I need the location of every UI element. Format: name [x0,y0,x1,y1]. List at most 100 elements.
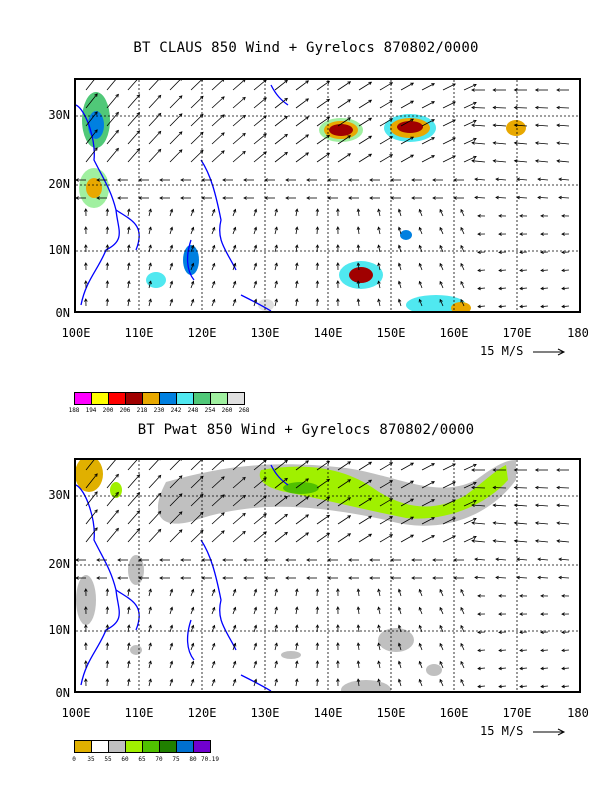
wind-vector-head [519,612,523,616]
wind-vector [169,589,173,597]
wind-vector [419,245,423,253]
panel2-coastlines [76,464,289,691]
wind-vector-head [410,498,415,502]
wind-vector [295,478,309,489]
wind-vector [274,661,278,669]
wind-vector-head [201,196,205,200]
wind-vector [358,117,372,127]
wind-vector [274,625,278,633]
wind-vector [148,149,162,163]
wind-vector-head [84,226,88,230]
wind-vector [358,515,372,525]
wind-vector-head [389,136,394,140]
wind-vector [85,129,98,145]
wind-vector [211,589,215,597]
wind-vector [439,281,444,289]
wind-vector-head [221,530,225,534]
wind-vector-head [336,280,340,284]
wind-vector [316,208,318,217]
wind-vector-head [243,178,247,182]
wind-vector-head [418,588,423,593]
wind-vector-head [540,286,544,291]
wind-vector [358,153,372,163]
wind-vector [274,607,278,615]
wind-vector [190,227,194,235]
wind-vector-head [556,105,560,110]
wind-vector-head [347,461,352,465]
wind-vector [460,661,465,669]
wind-vector-head [253,244,258,249]
panel2-vector-scale-label: 15 M/S [480,724,524,738]
wind-vector-head [460,588,464,593]
wind-vector-head [199,131,204,136]
wind-vector-head [190,226,195,231]
colorbar-swatch [74,392,92,405]
colorbar-swatch [159,392,177,405]
wind-vector-head [460,642,464,647]
wind-vector-head [232,262,237,267]
wind-vector-head [84,298,88,302]
colorbar-swatch [125,740,143,753]
wind-vector [357,281,360,289]
wind-vector [169,95,183,109]
wind-vector-head [390,558,394,562]
wind-vector-head [418,244,423,249]
wind-vector [295,514,309,525]
wind-vector-head [477,612,481,616]
wind-vector [460,607,465,615]
wind-vector [538,558,549,561]
wind-vector [493,160,507,163]
wind-vector [148,460,159,471]
wind-vector-head [556,539,560,543]
wind-vector [378,625,381,633]
wind-vector [274,589,278,597]
wind-vector-head [439,660,443,665]
wind-vector-head [284,80,288,84]
colorbar-swatch [142,740,160,753]
wind-vector [514,124,528,127]
wind-vector-head [356,660,361,664]
wind-vector [127,460,138,471]
wind-vector-head [96,558,100,562]
wind-vector-head [211,244,216,249]
wind-vector-head [169,226,174,231]
wind-vector-head [127,678,131,683]
wind-vector-head [397,660,402,665]
wind-vector-head [513,485,518,490]
wind-vector-head [347,497,352,501]
wind-vector-head [477,666,481,671]
wind-vector-head [431,481,435,485]
wind-vector-head [397,624,402,629]
wind-vector [460,625,465,633]
wind-vector [471,522,486,525]
wind-vector [106,244,108,253]
wind-vector-head [368,81,373,86]
wind-vector [537,197,549,199]
panel1-vector-scale-label: 15 M/S [480,344,524,358]
wind-vector-head [477,594,481,598]
wind-vector-head [473,463,477,468]
wind-vector-head [326,134,331,139]
wind-vector [419,661,423,669]
wind-vector [127,607,130,615]
wind-vector [253,661,257,669]
wind-vector [232,97,246,109]
wind-vector-head [178,529,183,533]
wind-vector [295,679,298,687]
wind-vector-head [94,509,98,513]
wind-vector-head [513,539,518,543]
wind-vector-head [115,473,119,478]
wind-vector [190,299,194,307]
wind-vector-head [127,298,131,303]
wind-vector [442,101,456,109]
wind-vector [378,281,381,289]
panel2-colorbar [74,740,211,753]
wind-vector-head [94,111,98,115]
wind-vector-head [274,678,278,683]
wind-vector [253,209,257,217]
wind-vector [190,460,202,471]
wind-vector-head [348,558,352,562]
wind-vector-head [263,531,267,535]
wind-vector-head [347,135,352,139]
wind-vector-head [460,678,464,683]
